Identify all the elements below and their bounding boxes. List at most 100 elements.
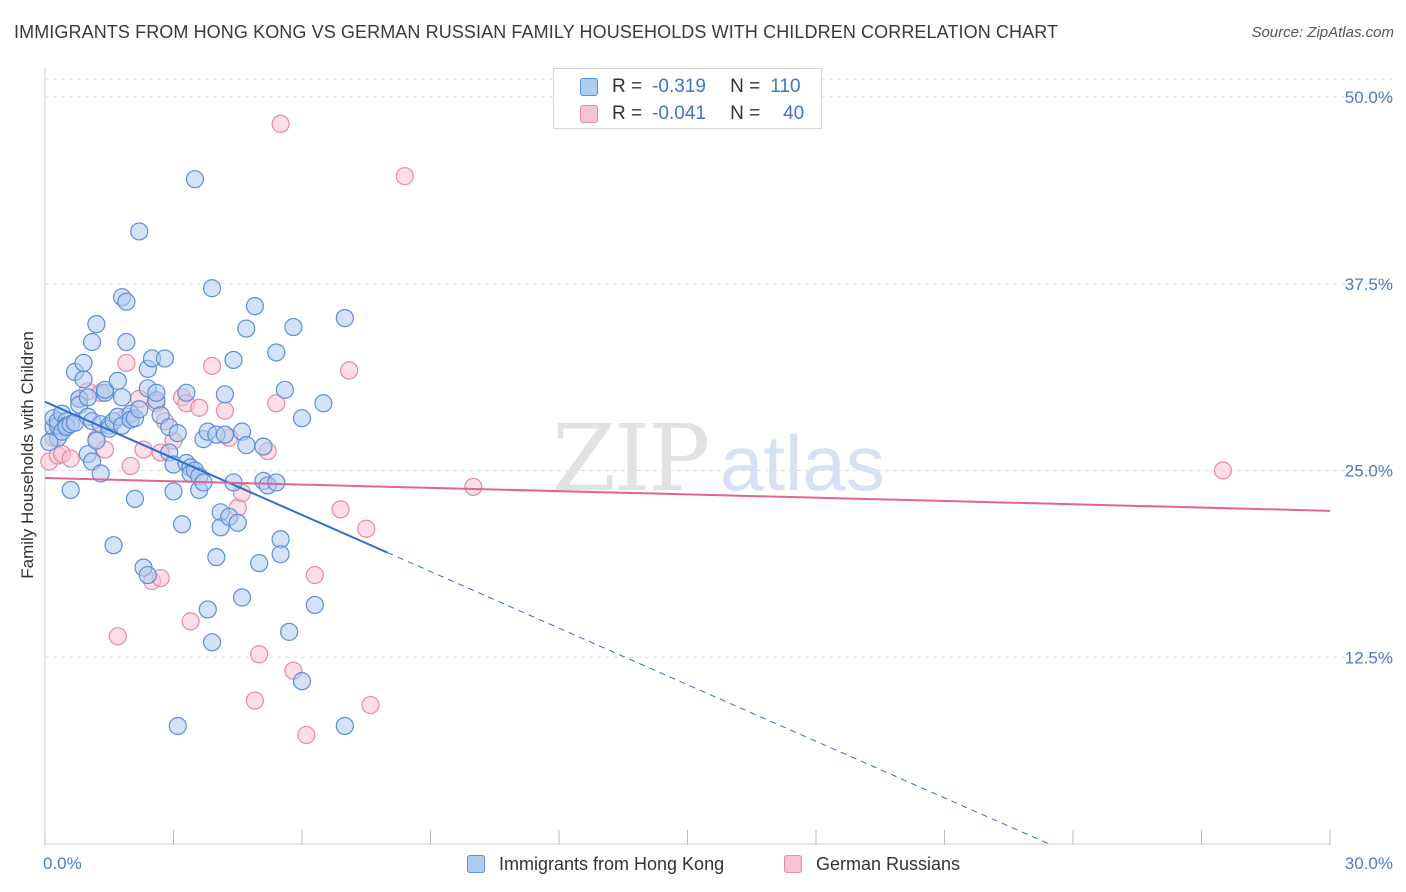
hong-kong-point: [168, 424, 187, 443]
hong-kong-point: [112, 388, 132, 407]
hong-kong-point: [117, 292, 136, 311]
hong-kong-trend-extension: [387, 552, 1052, 846]
hong-kong-point: [78, 388, 97, 407]
tick-labels: 12.5% 25.0% 37.5% 50.0% 0.0% 30.0%: [43, 88, 1393, 873]
x-tick-label: 30.0%: [1345, 854, 1393, 873]
german-russians-point: [117, 353, 136, 373]
hong-kong-point: [284, 317, 303, 337]
hong-kong-point: [172, 515, 192, 534]
hong-kong-point: [254, 437, 273, 456]
hong-kong-point: [237, 436, 256, 455]
hong-kong-point: [280, 622, 299, 641]
hong-kong-point: [185, 170, 205, 189]
hong-kong-point: [335, 309, 354, 328]
hong-kong-point: [91, 464, 110, 483]
legend-row-german-russians: R = -0.041 N = 40: [580, 102, 804, 126]
hong-kong-point: [335, 716, 354, 736]
hong-kong-point: [130, 400, 149, 419]
hong-kong-point: [314, 394, 333, 413]
bottom-legend-label: German Russians: [816, 853, 961, 874]
hong-kong-point: [198, 600, 217, 619]
hong-kong-point: [215, 385, 234, 404]
german-russians-point: [134, 440, 153, 459]
hong-kong-point: [83, 332, 102, 352]
hong-kong-point: [147, 383, 166, 402]
y-tick-label: 37.5%: [1345, 275, 1393, 294]
bottom-legend-hong-kong: Immigrants from Hong Kong: [467, 852, 724, 876]
bottom-legend-label: Immigrants from Hong Kong: [499, 853, 725, 874]
german-russians-point: [271, 114, 290, 133]
hong-kong-point: [164, 482, 183, 501]
legend-n-value: 40: [783, 103, 805, 124]
hong-kong-point: [207, 548, 226, 567]
hong-kong-point: [130, 222, 149, 241]
hong-kong-point: [228, 513, 247, 532]
hong-kong-point: [117, 332, 136, 352]
german-russians-point: [190, 398, 209, 417]
hong-kong-point: [87, 431, 106, 450]
hong-kong-point: [138, 565, 157, 585]
y-tick-label: 50.0%: [1345, 88, 1393, 107]
hong-kong-points: [40, 170, 354, 736]
german-russians-point: [181, 612, 200, 631]
hong-kong-point: [292, 409, 312, 428]
german-russians-point: [108, 627, 127, 646]
hong-kong-point: [104, 536, 123, 555]
german-russians-point: [61, 449, 80, 468]
hong-kong-point: [267, 343, 286, 362]
hong-kong-point: [232, 588, 252, 607]
legend-r-label: R =: [612, 76, 643, 97]
hong-kong-point: [61, 480, 80, 500]
german-russians-point: [395, 167, 414, 186]
german-russians-point: [297, 725, 316, 745]
hong-kong-point: [74, 370, 93, 389]
hong-kong-point: [95, 380, 115, 399]
german-russians-point: [267, 394, 286, 413]
hong-kong-point: [215, 425, 234, 444]
hong-kong-trend-line: [44, 400, 389, 554]
bottom-legend-swatch-blue: [467, 855, 485, 873]
german-russians-point: [202, 356, 222, 376]
german-russians-point: [357, 519, 376, 538]
german-russians-trend-line: [44, 476, 1331, 512]
trend-lines: [44, 400, 1331, 846]
y-tick-label: 12.5%: [1345, 648, 1393, 667]
german-russians-point: [245, 691, 264, 710]
hong-kong-point: [125, 489, 145, 508]
hong-kong-point: [108, 371, 127, 390]
y-tick-label: 25.0%: [1345, 462, 1393, 481]
hong-kong-point: [250, 554, 269, 573]
chart-title: IMMIGRANTS FROM HONG KONG VS GERMAN RUSS…: [14, 22, 1059, 42]
hong-kong-point: [74, 353, 93, 373]
legend: R = -0.319 N = 110 R = -0.041 N = 40: [553, 68, 822, 129]
hong-kong-point: [155, 349, 175, 368]
german-russians-point: [331, 500, 350, 519]
legend-swatch-blue: [580, 78, 598, 96]
german-russians-point: [121, 456, 140, 476]
hong-kong-point: [202, 633, 222, 652]
hong-kong-point: [168, 716, 187, 736]
legend-r-value: -0.041: [652, 103, 706, 124]
hong-kong-point: [224, 350, 243, 370]
hong-kong-point: [40, 433, 59, 452]
legend-n-label: N =: [730, 103, 761, 124]
legend-row-hong-kong: R = -0.319 N = 110: [580, 75, 801, 99]
legend-r-label: R =: [612, 103, 643, 124]
hong-kong-point: [202, 279, 222, 298]
german-russians-point: [1213, 461, 1233, 480]
german-russians-point: [250, 645, 269, 664]
german-russians-point: [340, 361, 359, 380]
hong-kong-point: [292, 672, 312, 691]
x-tick-label: 0.0%: [43, 854, 82, 873]
bottom-legend-swatch-pink: [784, 855, 802, 873]
gridlines: [45, 78, 1392, 658]
legend-swatch-pink: [580, 105, 598, 123]
legend-n-label: N =: [730, 76, 761, 97]
hong-kong-point: [237, 319, 256, 338]
hong-kong-point: [267, 473, 286, 492]
legend-r-value: -0.319: [652, 76, 706, 97]
hong-kong-point: [245, 297, 264, 316]
hong-kong-point: [87, 314, 106, 334]
hong-kong-point: [275, 380, 294, 399]
